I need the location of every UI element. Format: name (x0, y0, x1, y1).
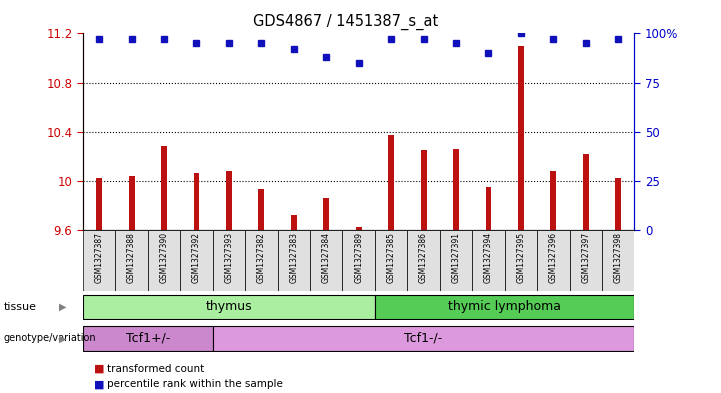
Text: GSM1327394: GSM1327394 (484, 232, 493, 283)
Bar (180, 230, 213, 291)
Bar (193, 173, 200, 230)
Text: GSM1327386: GSM1327386 (419, 232, 428, 283)
Bar (407, 230, 440, 291)
Text: GSM1327388: GSM1327388 (127, 232, 136, 283)
Text: ■: ■ (94, 364, 105, 374)
Bar (583, 154, 589, 230)
Bar (83, 295, 375, 319)
Bar (518, 46, 524, 230)
Text: GSM1327395: GSM1327395 (516, 232, 526, 283)
Bar (420, 150, 427, 230)
Text: GSM1327391: GSM1327391 (451, 232, 461, 283)
Bar (355, 228, 362, 230)
Bar (453, 149, 459, 230)
Bar (342, 230, 375, 291)
Text: GSM1327383: GSM1327383 (289, 232, 298, 283)
Text: GSM1327396: GSM1327396 (549, 232, 558, 283)
Text: GSM1327390: GSM1327390 (159, 232, 169, 283)
Bar (83, 230, 115, 291)
Bar (83, 326, 213, 351)
Bar (161, 146, 167, 230)
Text: thymic lymphoma: thymic lymphoma (448, 300, 561, 314)
Bar (323, 198, 329, 230)
Bar (96, 178, 102, 230)
Text: GSM1327393: GSM1327393 (224, 232, 234, 283)
Bar (537, 230, 570, 291)
Text: ▶: ▶ (59, 302, 66, 312)
Bar (291, 215, 297, 230)
Bar (388, 135, 394, 230)
Bar (115, 230, 148, 291)
Bar (310, 230, 342, 291)
Bar (440, 230, 472, 291)
Bar (226, 171, 232, 230)
Text: GSM1327392: GSM1327392 (192, 232, 201, 283)
Bar (602, 230, 634, 291)
Text: GSM1327384: GSM1327384 (322, 232, 331, 283)
Text: GSM1327382: GSM1327382 (257, 232, 266, 283)
Text: transformed count: transformed count (107, 364, 204, 374)
Bar (148, 230, 180, 291)
Bar (615, 178, 622, 230)
Text: percentile rank within the sample: percentile rank within the sample (107, 379, 283, 389)
Bar (485, 187, 492, 230)
Text: tissue: tissue (4, 302, 37, 312)
Text: genotype/variation: genotype/variation (4, 333, 96, 343)
Bar (128, 176, 135, 230)
Text: ▶: ▶ (59, 333, 66, 343)
Text: GSM1327389: GSM1327389 (354, 232, 363, 283)
Bar (213, 230, 245, 291)
Text: GSM1327387: GSM1327387 (94, 232, 104, 283)
Text: GSM1327397: GSM1327397 (581, 232, 590, 283)
Text: ■: ■ (94, 379, 105, 389)
Bar (505, 230, 537, 291)
Text: thymus: thymus (205, 300, 252, 314)
Bar (570, 230, 602, 291)
Bar (375, 295, 634, 319)
Text: GSM1327398: GSM1327398 (614, 232, 623, 283)
Text: Tcf1-/-: Tcf1-/- (404, 332, 443, 345)
Text: GDS4867 / 1451387_s_at: GDS4867 / 1451387_s_at (254, 14, 438, 30)
Bar (258, 189, 265, 230)
Text: GSM1327385: GSM1327385 (386, 232, 396, 283)
Bar (472, 230, 505, 291)
Bar (550, 171, 557, 230)
Text: Tcf1+/-: Tcf1+/- (125, 332, 170, 345)
Bar (278, 230, 310, 291)
Bar (375, 230, 407, 291)
Bar (213, 326, 634, 351)
Bar (245, 230, 278, 291)
